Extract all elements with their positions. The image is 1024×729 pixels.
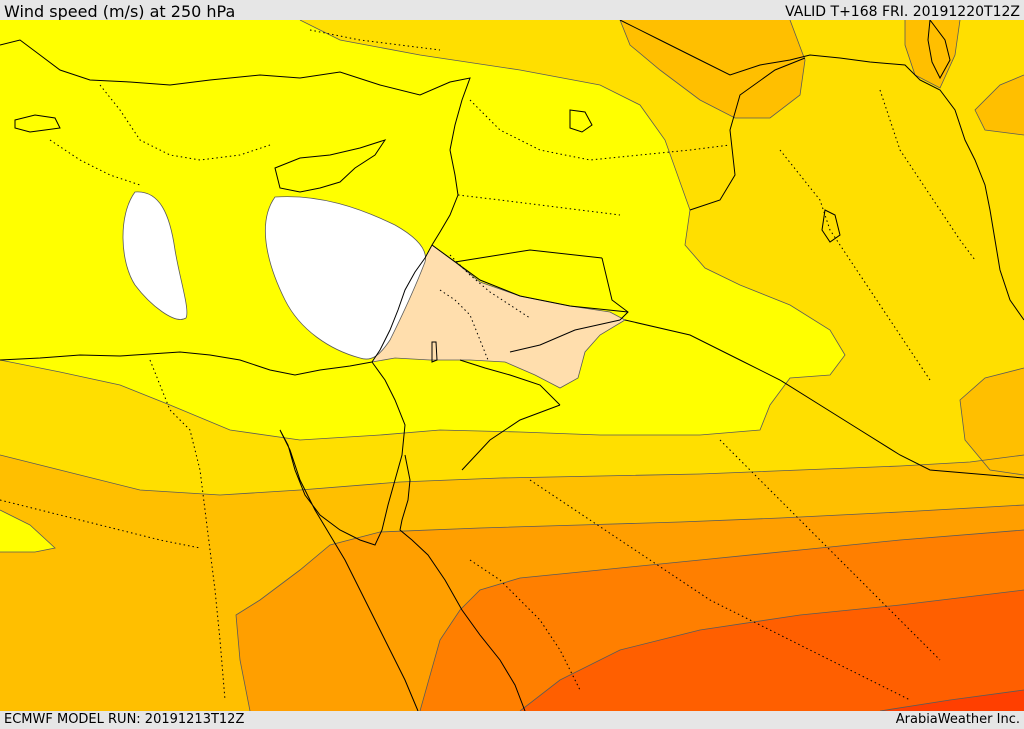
border-solid	[624, 319, 1024, 479]
border-line	[457, 194, 621, 216]
contour-line	[371, 244, 626, 389]
border-line	[779, 149, 931, 381]
coastline-crete	[14, 114, 61, 133]
wind-speed-map	[0, 20, 1024, 711]
border-line	[529, 479, 911, 701]
contour-line	[419, 529, 1024, 711]
header-bar: Wind speed (m/s) at 250 hPa VALID T+168 …	[0, 0, 1024, 21]
contour-line	[619, 20, 806, 119]
band-amber-right	[960, 368, 1024, 475]
coastline-caspian	[927, 20, 951, 80]
contour-line	[122, 191, 188, 320]
band-orange	[236, 505, 1024, 711]
coastline-turkey	[0, 39, 471, 151]
coastline-red-sea-east	[399, 454, 526, 711]
contour-line	[0, 20, 846, 441]
contour-line	[264, 196, 426, 360]
band-yellow-left-patch	[0, 510, 55, 552]
footer-bar: ECMWF MODEL RUN: 20191213T12Z ArabiaWeat…	[0, 711, 1024, 729]
contour-line	[904, 20, 961, 89]
border-line	[99, 84, 271, 161]
border-solid	[459, 359, 561, 406]
credit-label: ArabiaWeather Inc.	[895, 712, 1020, 727]
band-yellow	[0, 20, 845, 440]
valid-time: VALID T+168 FRI. 20191220T12Z	[785, 4, 1020, 20]
contour-line	[959, 367, 1024, 476]
border-line	[469, 559, 581, 691]
band-peach	[372, 245, 625, 388]
contour-line	[0, 454, 1024, 496]
calm-zone-east	[265, 196, 426, 360]
border-line	[879, 89, 976, 261]
border-solid	[601, 257, 629, 321]
contour-line	[0, 509, 56, 553]
model-run-label: ECMWF MODEL RUN: 20191213T12Z	[4, 712, 245, 727]
border-line	[0, 499, 201, 549]
border-solid	[509, 319, 621, 353]
map-title: Wind speed (m/s) at 250 hPa	[4, 2, 236, 21]
coastline-lake-van	[569, 109, 593, 133]
border-solid	[689, 57, 806, 211]
border-line	[439, 289, 489, 361]
border-line	[469, 99, 731, 161]
coastline-sinai-red-sea-west	[279, 361, 419, 711]
contour-line	[974, 74, 1024, 136]
band-amber-top	[620, 20, 805, 118]
coastline-cyprus	[274, 139, 387, 193]
contour-line	[235, 504, 1024, 711]
contour-line	[879, 689, 1024, 711]
coastline-dead-sea	[431, 341, 438, 363]
border-solid	[454, 249, 603, 263]
coastline-lake-urmia	[821, 209, 841, 243]
band-amber-lower	[0, 455, 1024, 711]
border-solid	[461, 404, 561, 471]
coastline-persian-gulf	[619, 20, 1024, 321]
band-amber-right-edge	[975, 75, 1024, 135]
band-amber-top-right	[905, 20, 960, 88]
border-solid	[431, 244, 629, 313]
contour-line	[519, 589, 1024, 711]
coastline-north-africa	[0, 351, 373, 376]
band-red-orange	[520, 590, 1024, 711]
band-dark-orange	[420, 530, 1024, 711]
border-line	[49, 139, 141, 186]
calm-zone-west	[122, 191, 187, 320]
